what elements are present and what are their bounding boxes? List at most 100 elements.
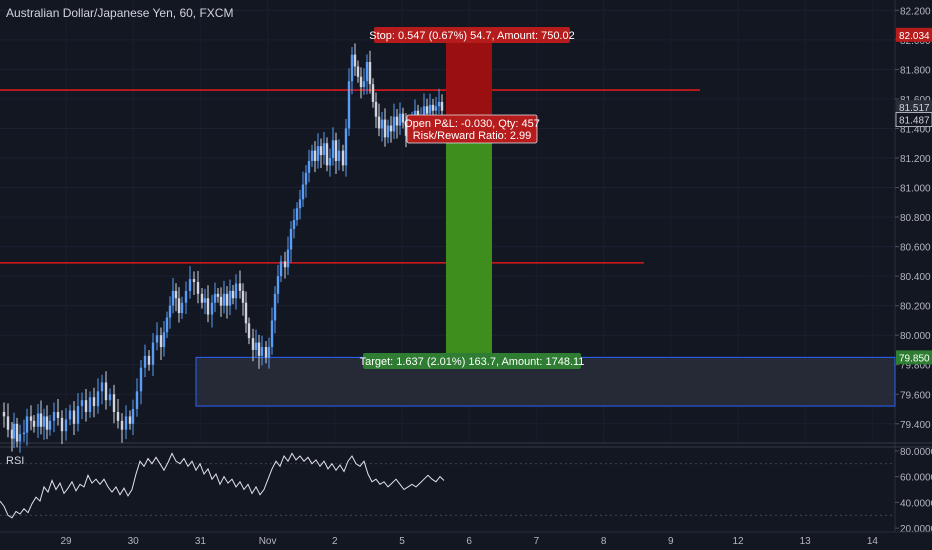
target-label: Target: 1.637 (2.01%) 163.7, Amount: 174… [360,356,585,368]
time-axis[interactable]: 29 30 31 Nov 2 5 6 7 8 9 12 13 14 [0,531,932,547]
rsi-line [0,452,445,519]
target-zone [446,115,492,358]
candle-body [401,113,405,123]
candle-body [159,335,163,348]
candle-body [112,394,116,412]
price-tick-label: 80.800 [900,213,931,224]
candle-body [404,122,408,136]
price-badge-label: 81.487 [899,116,930,127]
candle-body [389,125,393,132]
candle-body [128,416,132,424]
pnl-label-box [406,114,538,144]
candle-body [283,261,287,268]
stop-zone [446,32,492,116]
price-tick-label: 80.600 [900,243,931,254]
price-badge-label: 81.517 [899,103,930,114]
candle-body [344,128,348,166]
candle-body [225,293,229,306]
candle-body [147,355,151,365]
price-badge-label: 79.850 [899,353,930,364]
candle-body [25,416,29,433]
price-badge [895,112,932,128]
candle-body [289,228,293,250]
risk-reward-label: Risk/Reward Ratio: 2.99 [413,130,532,142]
candle-body [347,81,351,129]
candle-body [213,293,217,303]
position-tool[interactable] [446,32,492,358]
candle-body [143,355,147,368]
price-badge [896,27,932,42]
candle-body [234,283,238,299]
candle-body [316,146,320,161]
time-tick-label: Nov [259,536,277,547]
candle-body [151,342,155,365]
rsi-label: RSI [6,455,25,467]
candle-body [244,302,248,324]
price-tick-label: 79.600 [900,390,931,401]
price-tick-label: 81.200 [900,154,931,165]
candle-body [231,290,235,299]
candle-body [286,249,290,268]
candle-body [341,150,345,166]
candle-body [307,160,311,173]
candle-body [331,140,335,159]
candle-body [22,432,26,435]
rsi-tick-label: 40.0000 [900,498,932,509]
candle-body [100,382,104,392]
candle-body [371,84,375,102]
candle-body [135,391,139,410]
pnl-label: Open P&L: -0.030, Qty: 457 [404,118,540,130]
candle-body [177,298,181,314]
price-tick-label: 80.200 [900,302,931,313]
candle-body [203,298,207,303]
candle-body [155,335,159,343]
time-tick-label: 2 [332,536,338,547]
price-tick-label: 82.200 [900,6,931,17]
candle-body [15,423,19,442]
time-tick-label: 13 [800,536,812,547]
time-tick-label: 14 [867,536,879,547]
candle-body [362,81,366,88]
candle-body [36,413,40,427]
candle-body [310,150,314,161]
candle-body [131,409,135,424]
candle-body [6,416,10,430]
candle-body [29,416,33,421]
candle-body [42,416,46,427]
candle-body [325,143,329,166]
candle-body [196,282,200,294]
candle-body [270,320,274,348]
candle-body [56,411,60,418]
rsi-pane: 80.0000 60.0000 40.0000 20.0000 [0,447,932,535]
candle-body [365,62,369,82]
candle-body [32,420,36,427]
candle-body [188,279,192,291]
stop-label-box [374,27,570,43]
candle-body [257,342,261,356]
candle-body [356,66,360,77]
candle-body [39,413,43,427]
position-labels: Stop: 0.547 (0.67%) 54.7, Amount: 750.02… [360,27,585,369]
time-tick-label: 29 [60,536,72,547]
price-axis[interactable]: 82.20082.00081.80081.60081.40081.20081.0… [895,6,932,431]
candle-body [222,293,226,306]
candle-body [359,76,363,88]
candle-body [84,400,88,412]
price-badge [896,100,932,115]
candle-body [52,411,56,421]
price-badge [896,350,932,365]
candle-body [238,283,242,291]
candle-body [328,158,332,166]
price-tick-label: 79.800 [900,361,931,372]
candle-body [241,290,245,303]
candle-body [392,116,396,132]
candle-body [380,119,384,129]
candle-body [210,302,214,315]
time-tick-label: 9 [668,536,674,547]
candle-body [319,146,323,156]
candle-body [301,184,305,200]
time-tick-label: 30 [128,536,140,547]
candle-body [174,290,178,299]
candle-body [322,143,326,156]
